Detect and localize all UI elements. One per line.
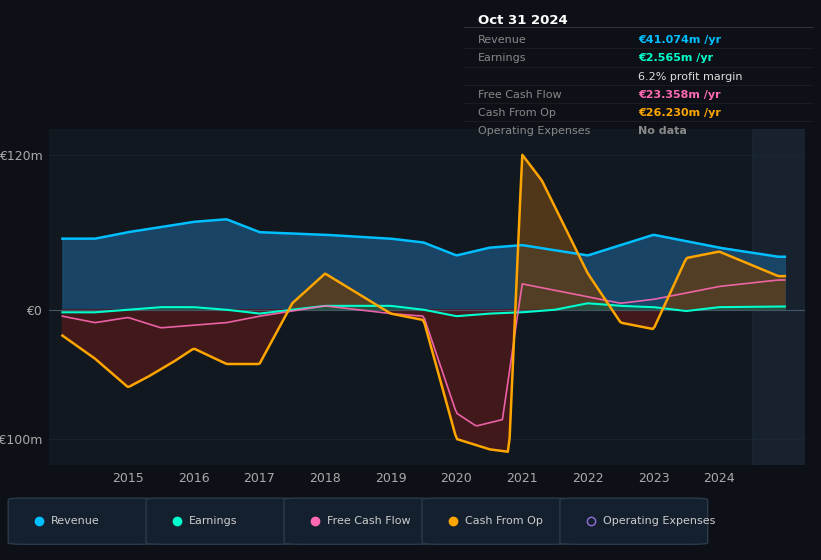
- FancyBboxPatch shape: [560, 498, 708, 544]
- FancyBboxPatch shape: [284, 498, 432, 544]
- Text: Free Cash Flow: Free Cash Flow: [478, 90, 562, 100]
- FancyBboxPatch shape: [146, 498, 294, 544]
- Text: Operating Expenses: Operating Expenses: [603, 516, 715, 526]
- Text: Earnings: Earnings: [478, 53, 526, 63]
- Text: Cash From Op: Cash From Op: [478, 108, 556, 118]
- Text: Revenue: Revenue: [51, 516, 99, 526]
- Text: Earnings: Earnings: [189, 516, 237, 526]
- Bar: [752, 129, 805, 465]
- Text: Oct 31 2024: Oct 31 2024: [478, 14, 567, 27]
- FancyBboxPatch shape: [422, 498, 570, 544]
- Text: €26.230m /yr: €26.230m /yr: [639, 108, 721, 118]
- Text: €2.565m /yr: €2.565m /yr: [639, 53, 713, 63]
- Text: Cash From Op: Cash From Op: [465, 516, 543, 526]
- Text: No data: No data: [639, 127, 687, 136]
- Text: €23.358m /yr: €23.358m /yr: [639, 90, 721, 100]
- Text: €41.074m /yr: €41.074m /yr: [639, 35, 722, 45]
- Text: Free Cash Flow: Free Cash Flow: [327, 516, 410, 526]
- Text: Operating Expenses: Operating Expenses: [478, 127, 590, 136]
- Text: Revenue: Revenue: [478, 35, 526, 45]
- Text: 6.2% profit margin: 6.2% profit margin: [639, 72, 743, 82]
- FancyBboxPatch shape: [8, 498, 156, 544]
